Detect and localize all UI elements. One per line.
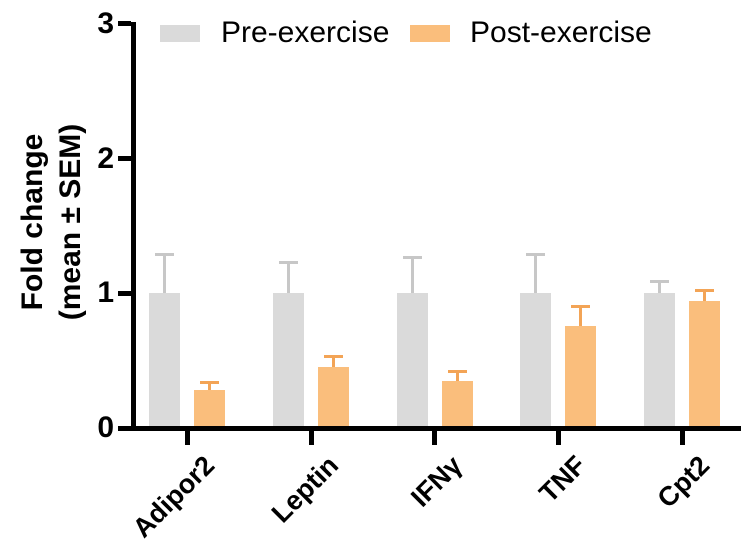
bar-postexercise-adipor2	[194, 390, 225, 430]
y-tick-mark-0	[118, 425, 131, 431]
x-category-label-adipor2: Adipor2	[126, 450, 221, 544]
bar-postexercise-cpt2	[689, 301, 720, 430]
error-bar-cap-preexercise-ifn	[402, 255, 422, 259]
legend-label-pre-exercise: Pre-exercise	[221, 16, 390, 49]
y-tick-label-3: 3	[97, 6, 114, 40]
error-bar-line-postexercise-adipor2	[208, 380, 211, 391]
error-bar-line-preexercise-tnf	[534, 252, 537, 294]
bar-postexercise-ifn	[441, 380, 473, 430]
bar-preexercise-leptin	[273, 293, 304, 430]
x-category-label-ifn: IFNγ	[405, 450, 468, 513]
error-bar-cap-preexercise-adipor2	[155, 252, 174, 256]
error-bar-line-preexercise-ifn	[410, 255, 414, 294]
y-tick-label-1: 1	[97, 276, 114, 310]
error-bar-cap-preexercise-leptin	[279, 261, 298, 264]
bar-preexercise-tnf	[520, 293, 551, 430]
x-category-label-leptin: Leptin	[265, 450, 345, 529]
x-tick-mark-leptin	[308, 431, 314, 445]
x-tick-mark-ifn	[432, 431, 437, 445]
bar-preexercise-ifn	[396, 293, 428, 430]
y-axis-title-line1: Fold change	[16, 133, 49, 311]
x-axis-line	[131, 426, 741, 431]
y-tick-mark-1	[118, 290, 131, 296]
error-bar-cap-postexercise-leptin	[324, 355, 343, 359]
error-bar-cap-preexercise-tnf	[526, 252, 545, 256]
x-category-label-tnf: TNF	[532, 450, 592, 509]
x-tick-mark-adipor2	[184, 431, 190, 445]
bar-postexercise-leptin	[318, 367, 349, 430]
error-bar-cap-preexercise-cpt2	[650, 279, 669, 283]
y-tick-mark-2	[118, 156, 131, 162]
error-bar-cap-postexercise-ifn	[447, 370, 467, 374]
error-bar-line-postexercise-tnf	[579, 305, 582, 326]
error-bar-line-preexercise-leptin	[287, 261, 290, 294]
bar-postexercise-tnf	[565, 325, 596, 430]
y-tick-label-0: 0	[97, 411, 114, 444]
x-tick-mark-cpt2	[679, 431, 685, 445]
legend-swatch-post-exercise	[410, 25, 450, 42]
error-bar-line-postexercise-ifn	[455, 370, 459, 381]
y-tick-mark-3	[118, 21, 131, 27]
error-bar-line-postexercise-cpt2	[703, 289, 706, 302]
error-bar-line-postexercise-leptin	[332, 355, 335, 368]
legend-swatch-pre-exercise	[160, 25, 200, 42]
legend-label-post-exercise: Post-exercise	[470, 16, 652, 49]
bar-preexercise-adipor2	[149, 293, 180, 430]
y-axis-line	[131, 22, 136, 431]
bar-preexercise-cpt2	[644, 293, 675, 430]
x-category-label-cpt2: Cpt2	[651, 450, 716, 514]
x-tick-mark-tnf	[555, 431, 561, 445]
y-tick-label-2: 2	[97, 141, 114, 175]
error-bar-cap-postexercise-adipor2	[200, 380, 219, 384]
error-bar-cap-postexercise-cpt2	[695, 289, 714, 293]
error-bar-cap-postexercise-tnf	[571, 305, 590, 309]
error-bar-line-preexercise-adipor2	[163, 252, 166, 294]
error-bar-line-preexercise-cpt2	[658, 279, 661, 294]
